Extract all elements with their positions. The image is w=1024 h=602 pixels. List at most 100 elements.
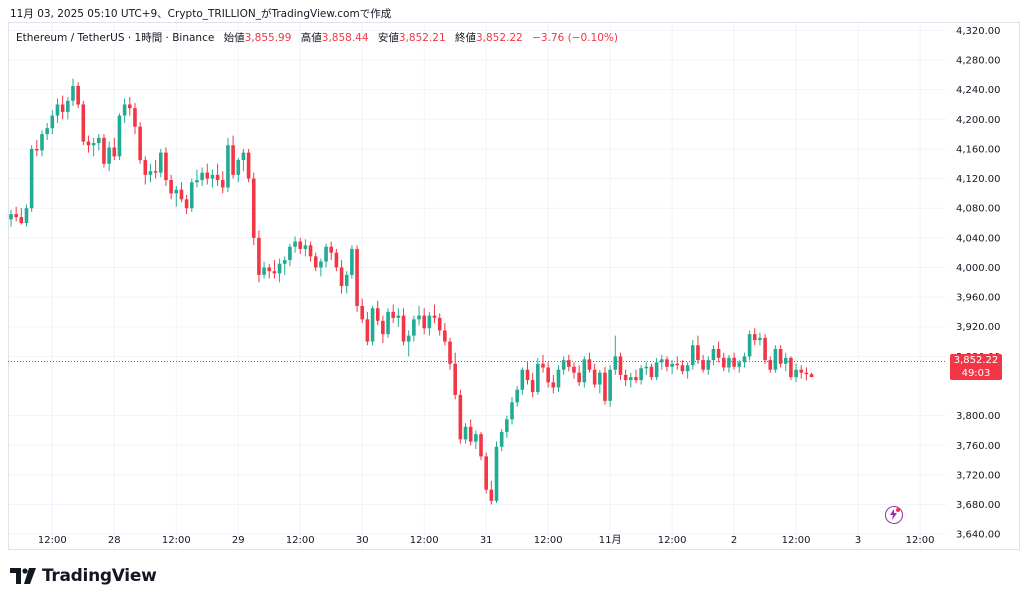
candle-body: [443, 330, 447, 342]
candle-body: [536, 363, 540, 392]
candle-body: [551, 382, 556, 388]
candle: [623, 369, 628, 387]
candle: [303, 239, 308, 257]
candle: [24, 204, 29, 227]
candle-body: [189, 182, 194, 209]
candle: [567, 354, 571, 372]
candle-body: [742, 356, 747, 363]
candle-body: [659, 359, 664, 363]
candle-body: [685, 365, 690, 372]
candle-body: [35, 148, 39, 151]
close-label: 終値: [454, 32, 476, 44]
candle: [66, 97, 70, 120]
last-price-tag: 3,852.22 49:03: [950, 354, 1002, 380]
x-tick-label: 29: [232, 535, 245, 546]
candle-body: [567, 360, 571, 367]
candle: [696, 335, 700, 364]
candle-body: [40, 134, 44, 151]
candle-body: [758, 337, 762, 341]
candle-body: [288, 246, 292, 261]
candle: [468, 419, 473, 446]
candle: [246, 148, 251, 183]
candle-body: [375, 308, 380, 321]
candle-body: [592, 369, 597, 385]
y-tick-label: 3,960.00: [956, 293, 1001, 304]
candle: [288, 243, 292, 266]
candle: [293, 236, 297, 253]
candle: [515, 386, 519, 407]
candle: [675, 356, 680, 370]
chart-caption: 11月 03, 2025 05:10 UTC+9、Crypto_TRILLION…: [10, 8, 392, 20]
candle: [257, 230, 261, 283]
candle: [102, 134, 106, 168]
y-tick-label: 4,320.00: [956, 26, 1001, 37]
candle: [427, 311, 432, 336]
candle: [453, 352, 457, 400]
candle: [778, 345, 783, 368]
candle: [164, 147, 168, 186]
candle: [122, 98, 127, 124]
candle-body: [324, 246, 328, 262]
candle-body: [598, 372, 602, 385]
candle: [262, 261, 266, 279]
candle-body: [716, 348, 721, 358]
candle-body: [639, 368, 643, 381]
candle: [665, 356, 669, 372]
candle: [629, 372, 633, 388]
candle-body: [205, 172, 210, 179]
candle-body: [401, 315, 406, 342]
candle: [60, 95, 65, 120]
candle: [179, 182, 184, 203]
y-tick-label: 4,040.00: [956, 233, 1001, 244]
candle: [644, 362, 649, 375]
candle-body: [220, 180, 225, 188]
candle: [55, 98, 60, 124]
candle: [40, 130, 44, 157]
tradingview-brand[interactable]: TradingView: [10, 566, 157, 586]
candle-body: [257, 237, 261, 275]
candle-body: [303, 245, 308, 249]
candle-body: [319, 261, 323, 268]
symbol-label[interactable]: Ethereum / TetherUS · 1時間 · Binance: [16, 32, 215, 44]
candle: [236, 157, 241, 183]
candle: [520, 367, 525, 395]
candle-body: [701, 360, 705, 370]
candle-body: [587, 359, 592, 370]
candle: [86, 135, 91, 153]
candle-body: [763, 337, 767, 361]
candle: [685, 362, 690, 379]
brand-name: TradingView: [42, 566, 157, 586]
open-value: 3,855.99: [244, 32, 292, 44]
candle-body: [468, 426, 473, 442]
time-axis: 12:00 28 12:00 29 12:00 30 12:00 31 12:00 11月 12:0…: [38, 534, 935, 546]
candle: [226, 137, 230, 192]
candle: [437, 313, 442, 336]
candle: [613, 335, 618, 375]
candle: [541, 354, 545, 373]
candle: [200, 167, 204, 186]
candle: [659, 354, 664, 370]
candle-body: [654, 362, 659, 378]
candle: [133, 103, 137, 135]
candle-body: [262, 267, 266, 275]
candle: [536, 357, 540, 395]
lightning-icon[interactable]: [885, 506, 903, 524]
candle: [298, 237, 303, 255]
candle: [794, 363, 798, 383]
candle: [603, 366, 607, 405]
candle-body: [789, 357, 793, 378]
candle: [484, 452, 488, 494]
candle: [107, 141, 111, 172]
candle: [494, 441, 499, 504]
candle: [143, 156, 148, 185]
candle-body: [520, 369, 525, 390]
candles: [9, 78, 814, 505]
candle: [282, 256, 287, 275]
candle: [231, 135, 235, 179]
candle-body: [453, 363, 457, 395]
candle-body: [360, 306, 365, 320]
candle-body: [747, 334, 752, 357]
candle: [747, 330, 752, 361]
candle: [71, 78, 75, 106]
